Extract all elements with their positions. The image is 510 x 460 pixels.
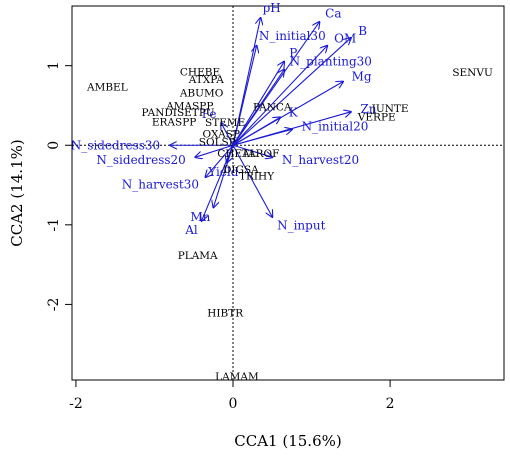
env-vector-label: B [358,24,367,38]
species-label: AMASPP [165,100,213,112]
env-vector-label: N_planting30 [290,54,372,68]
env-vector-label: Zn [360,102,376,116]
plot-frame [71,5,505,381]
env-vector-arrow [232,144,272,157]
species-label: HIBTR [207,307,244,319]
species-label: STEME [205,117,245,129]
env-vector-label: Mn [190,210,210,224]
y-tick-label: 1 [46,61,62,70]
zero-lines [72,6,504,380]
env-vector-arrow [195,144,234,157]
env-vector-arrow [232,38,351,146]
env-vector-label: Fe [202,107,217,121]
env-vector-label: Yield [207,165,238,179]
species-label: TRIHY [239,170,275,182]
env-vector-label: N_initial30 [259,29,326,43]
x-tick-label: -2 [69,396,83,412]
species-label: AMBEL [86,81,128,93]
env-vector-arrow [232,70,284,146]
species-label: CHEBE [180,66,220,78]
species-label: LAMAM [215,371,259,383]
species-label: SENVU [452,67,493,79]
env-vector-label: Mg [352,70,372,84]
env-vector-arrow [232,144,272,217]
species-label: JUNTE [371,103,409,115]
species-label: TAROF [242,148,280,160]
env-vector-arrow [221,123,234,146]
species-label: OXASP [203,128,240,140]
env-vector-label: N_sidedress20 [96,153,185,167]
env-vector-label: Ca [325,7,341,21]
env-vector-label: K [289,105,299,119]
species-label: CHEAL [217,148,256,160]
species-label: ATXPA [188,74,225,86]
env-vector-label: N_harvest20 [282,153,359,167]
env-vector-arrow [232,62,284,146]
env-vector-arrow [232,117,280,146]
env-vector-label: P [289,46,297,60]
y-tick-label: -1 [46,218,62,232]
species-label: PLAMA [178,250,218,262]
species-label: DIGSA [223,164,259,176]
y-axis-title: CCA2 (14.1%) [8,139,26,246]
species-label: PANCA [253,101,292,113]
species-label: ERASPP [152,116,196,128]
env-vector-label: N_initial20 [302,120,369,134]
env-vector-label: N_harvest30 [122,178,199,192]
env-vector-label: pH [263,1,281,15]
env-vector-label: N_input [277,219,325,233]
env-vector-arrow [232,46,327,146]
species-label: VERPE [357,112,396,124]
environment-vectors: pH CaBOMPN_initial30N_planting30MgZnKN_in… [71,1,377,237]
x-axis-title: CCA1 (15.6%) [234,432,341,450]
env-vector-label: N_sidedress30 [71,138,160,152]
species-label: ABUMO [179,88,224,100]
env-vector-label: OM [334,32,356,46]
env-vector-label: Al [184,223,198,237]
species-label: SOLSP [199,136,236,148]
env-vector-arrow [202,145,234,221]
y-axis: -2 -1 0 1 [46,61,72,311]
env-vector-arrow [232,46,257,146]
species-label: PANDISETPU [142,107,215,119]
env-vector-arrow [213,145,234,207]
x-tick-label: 2 [386,396,395,412]
y-tick-label: 0 [46,141,62,150]
env-vector-arrow [232,129,292,146]
env-vector-arrow [206,144,234,177]
x-axis: -2 0 2 [69,380,395,412]
x-tick-label: 0 [229,396,238,412]
y-tick-label: -2 [46,298,62,312]
